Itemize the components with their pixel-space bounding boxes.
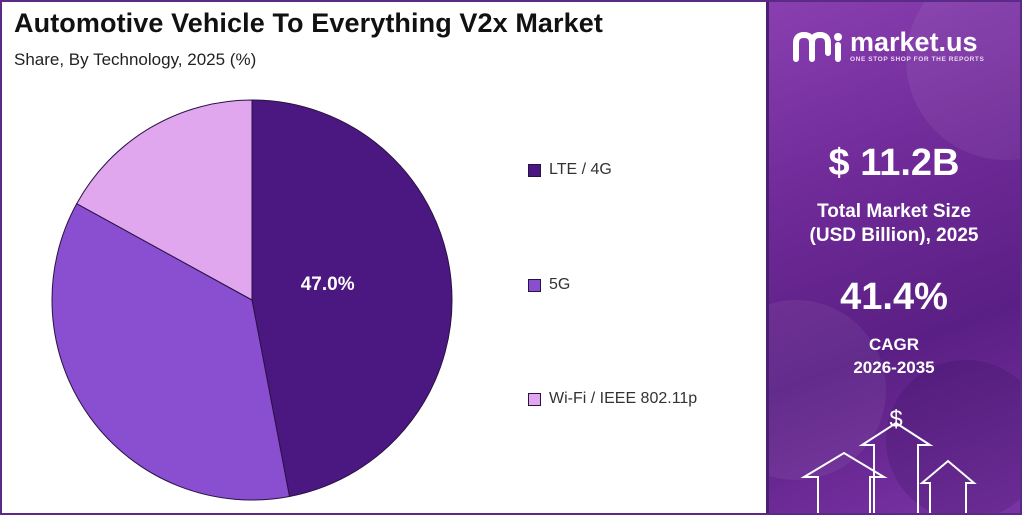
- pie-chart: 47.0%: [51, 99, 453, 501]
- legend-swatch-lte-4g: [528, 163, 541, 177]
- info-panel: market.us ONE STOP SHOP FOR THE REPORTS …: [766, 0, 1022, 515]
- cagr-value: 41.4%: [840, 276, 948, 318]
- brand-name: market.us: [850, 27, 978, 57]
- legend-label-wifi: Wi-Fi / IEEE 802.11p: [549, 390, 698, 407]
- market-us-logo-icon: [792, 29, 846, 63]
- legend-swatch-5g: [528, 278, 541, 292]
- pie-label-lte-4g: 47.0%: [301, 274, 355, 295]
- panel-divider: [766, 0, 769, 515]
- pie-slice-lte-4g: [251, 99, 453, 498]
- legend-item-wifi: Wi-Fi / IEEE 802.11p: [528, 390, 697, 408]
- dollar-glyph: $: [889, 406, 902, 433]
- market-size-label-line1: Total Market Size: [817, 201, 971, 222]
- legend-item-lte-4g: LTE / 4G: [528, 161, 612, 179]
- legend-label-lte-4g: LTE / 4G: [549, 161, 612, 178]
- panel-decoration: [886, 360, 1022, 515]
- pie-slice-5g: [51, 202, 291, 501]
- pie-slice-wifi: [76, 99, 253, 301]
- cagr-label-line1: CAGR: [868, 335, 920, 354]
- legend-label-5g: 5G: [549, 276, 571, 293]
- market-size-value: $ 11.2B: [828, 142, 960, 184]
- growth-arrows-icon: $: [800, 406, 977, 513]
- legend-item-5g: 5G: [528, 276, 570, 294]
- chart-area: Automotive Vehicle To Everything V2x Mar…: [14, 8, 698, 501]
- legend-swatch-wifi: [528, 392, 541, 406]
- brand-tagline: ONE STOP SHOP FOR THE REPORTS: [850, 56, 985, 63]
- brand-logo: market.us ONE STOP SHOP FOR THE REPORTS: [792, 28, 984, 63]
- chart-title: Automotive Vehicle To Everything V2x Mar…: [14, 8, 603, 38]
- chart-subtitle: Share, By Technology, 2025 (%): [14, 50, 257, 69]
- cagr-label-line2: 2026-2035: [853, 358, 935, 377]
- market-size-label-line2: (USD Billion), 2025: [809, 225, 979, 246]
